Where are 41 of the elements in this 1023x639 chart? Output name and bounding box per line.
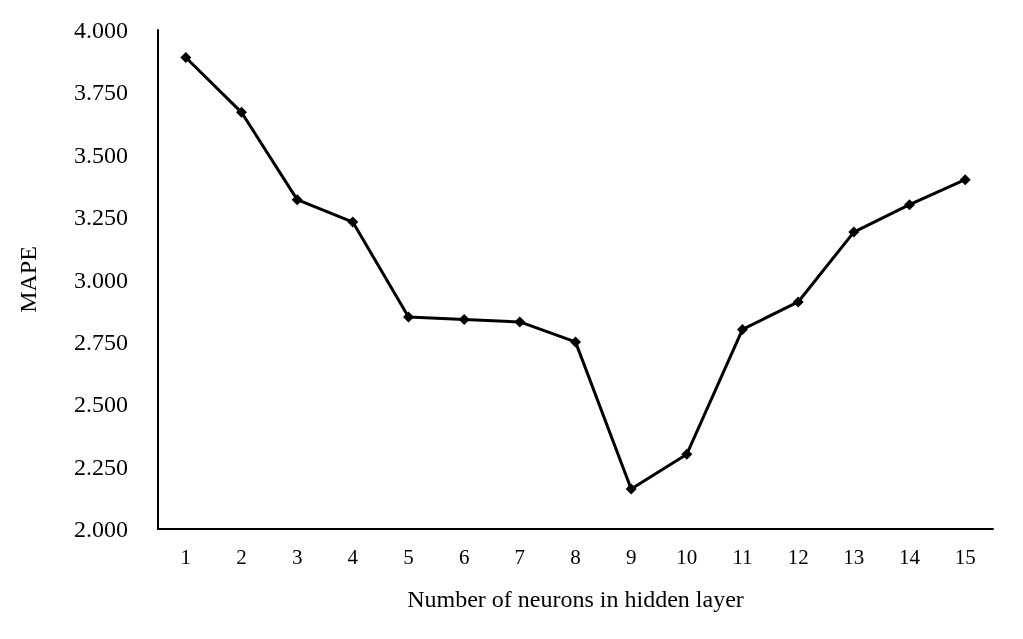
x-tick-label: 8 <box>570 544 581 569</box>
x-tick-label: 11 <box>732 544 753 569</box>
point <box>403 311 414 323</box>
point <box>458 313 470 325</box>
x-axis-title: Number of neurons in hidden layer <box>407 586 744 612</box>
x-tick-label: 6 <box>458 544 470 569</box>
x-tick-label: 2 <box>236 544 247 569</box>
y-tick-label: 3.250 <box>74 204 128 231</box>
point <box>570 336 581 348</box>
x-tick-label: 14 <box>899 544 921 569</box>
point <box>180 51 192 63</box>
y-tick-label: 3.500 <box>74 141 128 168</box>
point <box>848 226 860 238</box>
x-tick-label: 13 <box>843 544 865 569</box>
x-tick-label: 1 <box>180 544 192 569</box>
y-tick-label: 2.750 <box>74 328 128 355</box>
point <box>625 483 637 495</box>
x-tick-label: 3 <box>291 544 303 569</box>
point <box>514 316 526 328</box>
y-axis-title: MAPE <box>15 246 41 313</box>
y-tick-label: 4.000 <box>74 17 128 43</box>
y-tick-label: 2.000 <box>74 516 128 542</box>
x-tick-label: 10 <box>676 544 698 569</box>
y-tick-label: 3.750 <box>74 79 128 106</box>
point <box>681 448 693 460</box>
point <box>291 194 303 206</box>
point <box>737 323 748 335</box>
x-tick-label: 9 <box>625 544 637 569</box>
y-tick-label: 3.000 <box>74 266 128 293</box>
point <box>347 216 359 228</box>
y-tick-label: 2.500 <box>74 391 128 418</box>
x-tick-label: 15 <box>954 544 976 569</box>
point <box>236 106 247 118</box>
x-tick-label: 12 <box>787 544 809 569</box>
x-tick-label: 7 <box>514 544 526 569</box>
y-tick-label: 2.250 <box>74 453 128 480</box>
point <box>792 296 804 308</box>
x-tick-label: 4 <box>347 544 359 569</box>
point <box>959 174 971 186</box>
x-tick-label: 5 <box>403 544 414 569</box>
point <box>904 199 915 211</box>
